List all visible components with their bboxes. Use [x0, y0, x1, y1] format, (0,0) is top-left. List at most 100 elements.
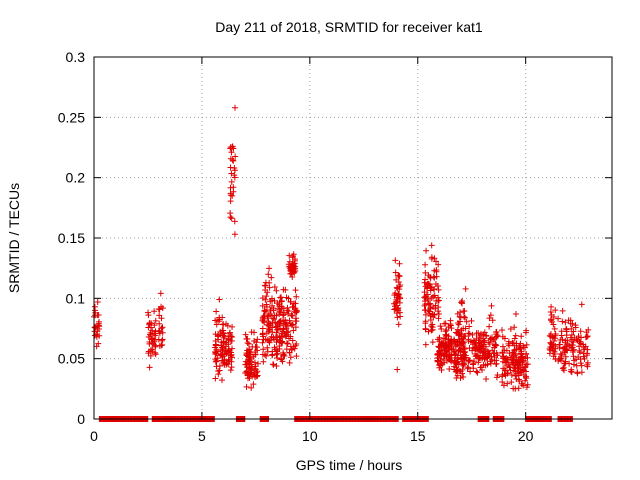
data-point	[515, 385, 522, 392]
data-point	[448, 355, 455, 362]
data-point	[92, 307, 99, 314]
data-point	[487, 312, 494, 319]
data-point	[242, 331, 249, 338]
data-point	[456, 368, 463, 375]
data-point	[231, 174, 238, 181]
data-point	[221, 357, 228, 364]
data-point	[244, 339, 251, 346]
data-point	[149, 348, 156, 355]
x-tick-label: 10	[302, 428, 318, 444]
data-point	[516, 377, 523, 384]
data-point	[228, 170, 235, 177]
x-tick-label: 5	[198, 428, 206, 444]
data-point	[151, 322, 158, 329]
data-point	[251, 359, 258, 366]
data-point	[430, 313, 437, 320]
data-point	[284, 340, 291, 347]
data-point	[429, 310, 436, 317]
data-point	[394, 366, 401, 373]
data-point	[284, 329, 291, 336]
data-point	[277, 309, 284, 316]
data-point	[232, 153, 239, 160]
data-point	[225, 356, 232, 363]
data-point	[228, 178, 235, 185]
data-point	[149, 335, 156, 342]
data-point	[454, 372, 461, 379]
data-point	[291, 257, 298, 264]
data-point	[422, 298, 429, 305]
data-point	[157, 290, 164, 297]
data-point	[280, 305, 287, 312]
data-point	[147, 352, 154, 359]
data-point	[429, 339, 436, 346]
data-point	[270, 361, 277, 368]
data-point	[474, 369, 481, 376]
data-point	[159, 324, 166, 331]
chart-title: Day 211 of 2018, SRMTID for receiver kat…	[215, 19, 483, 35]
data-point	[429, 321, 436, 328]
data-point	[155, 327, 162, 334]
data-point	[159, 329, 166, 336]
data-point	[250, 353, 257, 360]
data-point	[523, 341, 530, 348]
data-point	[514, 368, 521, 375]
data-point	[483, 376, 490, 383]
data-point	[285, 335, 292, 342]
data-point	[570, 353, 577, 360]
data-point	[515, 372, 522, 379]
data-point	[435, 315, 442, 322]
data-point	[287, 354, 294, 361]
data-point	[436, 344, 443, 351]
data-point	[491, 354, 498, 361]
data-point	[212, 342, 219, 349]
data-point	[262, 296, 269, 303]
data-point	[289, 321, 296, 328]
data-point	[394, 314, 401, 321]
data-point	[213, 363, 220, 370]
data-point	[260, 346, 267, 353]
data-point	[269, 351, 276, 358]
data-point	[582, 334, 589, 341]
data-point	[433, 258, 440, 265]
data-point	[152, 317, 159, 324]
data-point	[430, 293, 437, 300]
data-point	[438, 367, 445, 374]
data-point	[223, 320, 230, 327]
data-point	[227, 214, 234, 221]
data-point	[435, 308, 442, 315]
data-point	[266, 284, 273, 291]
data-point	[550, 347, 557, 354]
data-point	[393, 284, 400, 291]
data-point	[248, 384, 255, 391]
data-point	[426, 310, 433, 317]
data-point	[552, 343, 559, 350]
data-point	[435, 261, 442, 268]
data-point	[518, 353, 525, 360]
data-point	[428, 323, 435, 330]
data-point	[277, 325, 284, 332]
data-point	[506, 342, 513, 349]
data-point	[155, 336, 162, 343]
data-point	[94, 298, 101, 305]
data-point	[278, 298, 285, 305]
data-point	[260, 358, 267, 365]
data-point	[428, 254, 435, 261]
data-point	[289, 337, 296, 344]
y-tick-label: 0.15	[58, 230, 85, 246]
data-point	[266, 265, 273, 272]
data-point	[229, 345, 236, 352]
data-point	[454, 320, 461, 327]
data-point	[440, 335, 447, 342]
data-point	[452, 351, 459, 358]
data-point	[391, 306, 398, 313]
data-point	[445, 333, 452, 340]
data-point	[487, 360, 494, 367]
data-point	[445, 324, 452, 331]
data-point	[285, 328, 292, 335]
data-point	[264, 321, 271, 328]
data-point	[556, 356, 563, 363]
data-point	[461, 361, 468, 368]
data-point	[227, 184, 234, 191]
data-point	[279, 312, 286, 319]
data-point	[292, 287, 299, 294]
